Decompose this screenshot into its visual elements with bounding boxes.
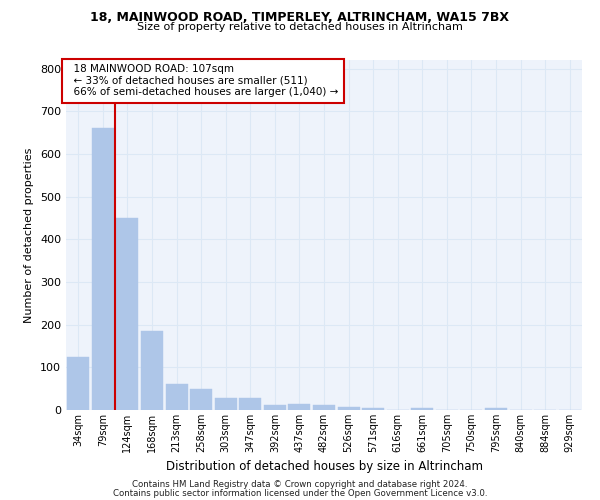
Bar: [313, 405, 335, 410]
Text: Size of property relative to detached houses in Altrincham: Size of property relative to detached ho…: [137, 22, 463, 32]
Bar: [264, 405, 286, 410]
Bar: [362, 408, 384, 410]
Bar: [289, 404, 310, 410]
Text: Contains public sector information licensed under the Open Government Licence v3: Contains public sector information licen…: [113, 488, 487, 498]
Text: 18 MAINWOOD ROAD: 107sqm
  ← 33% of detached houses are smaller (511)
  66% of s: 18 MAINWOOD ROAD: 107sqm ← 33% of detach…: [67, 64, 338, 98]
Bar: [116, 218, 139, 410]
Bar: [166, 384, 188, 410]
Bar: [215, 398, 237, 410]
Bar: [338, 406, 359, 410]
Bar: [67, 356, 89, 410]
Bar: [485, 408, 507, 410]
Bar: [190, 388, 212, 410]
X-axis label: Distribution of detached houses by size in Altrincham: Distribution of detached houses by size …: [166, 460, 482, 473]
Bar: [92, 128, 114, 410]
Bar: [141, 331, 163, 410]
Text: Contains HM Land Registry data © Crown copyright and database right 2024.: Contains HM Land Registry data © Crown c…: [132, 480, 468, 489]
Bar: [411, 408, 433, 410]
Y-axis label: Number of detached properties: Number of detached properties: [25, 148, 34, 322]
Bar: [239, 398, 262, 410]
Text: 18, MAINWOOD ROAD, TIMPERLEY, ALTRINCHAM, WA15 7BX: 18, MAINWOOD ROAD, TIMPERLEY, ALTRINCHAM…: [91, 11, 509, 24]
